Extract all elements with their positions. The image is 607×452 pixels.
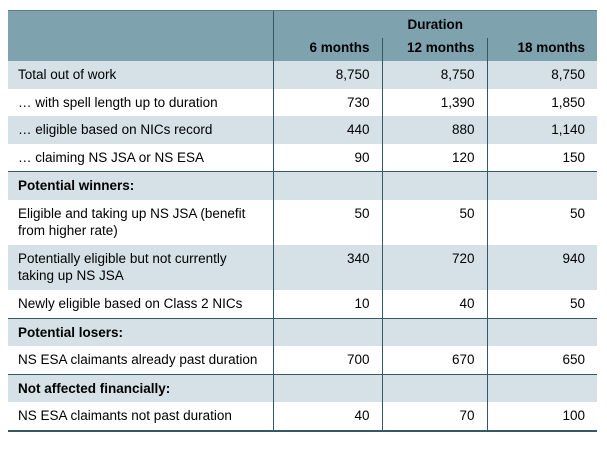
row-label: Not affected financially: [8,373,273,403]
cell-value: 8,750 [486,61,598,89]
cell-value: 720 [381,244,487,291]
section-row: Potential winners: [8,171,598,200]
row-label: Total out of work [8,61,273,89]
cell-value: 8,750 [272,61,382,89]
eligibility-table: Duration 6 months 12 months 18 months To… [8,9,598,432]
table-row: Total out of work 8,750 8,750 8,750 [8,61,598,89]
cell-value: 1,140 [486,116,598,144]
cell-value: 440 [272,116,382,144]
section-row: Potential losers: [8,317,598,347]
cell-value: 50 [272,199,382,245]
row-label: Potential winners: [8,171,273,200]
cell-value: 40 [272,402,382,431]
header-row-months: 6 months 12 months 18 months [8,37,598,62]
cell-value: 940 [486,244,598,291]
cell-value: 90 [272,143,382,172]
cell-value: 650 [486,346,598,375]
cell-value: 1,850 [486,88,598,117]
cell-value: 50 [486,199,598,245]
table-row: … claiming NS JSA or NS ESA 90 120 150 [8,143,598,172]
duration-header: Duration [272,9,598,38]
cell-value [381,317,487,347]
table-row: NS ESA claimants already past duration 70… [8,346,598,375]
cell-value: 50 [486,290,598,319]
cell-value: 880 [381,116,487,144]
row-label: … claiming NS JSA or NS ESA [18,149,205,165]
cell-value: 670 [381,346,487,375]
header-label-cell [8,37,273,62]
cell-value [486,171,598,200]
cell-value [272,171,382,200]
cell-value: 700 [272,346,382,375]
cell-value: 150 [486,143,598,172]
row-label: NS ESA claimants already past duration [18,352,258,368]
row-label: Potential losers: [8,317,273,347]
cell-value: 1,390 [381,88,487,117]
cell-value: 50 [381,199,487,245]
cell-value: 100 [486,402,598,431]
cell-value: 40 [381,290,487,319]
row-label: NS ESA claimants not past duration [18,408,232,424]
row-label: Eligible and taking up NS JSA (benefit f… [18,205,246,239]
header-corner-cell [8,9,273,38]
cell-value: 340 [272,244,382,291]
table-row: … eligible based on NICs record 440 880 1,1… [8,116,598,144]
cell-value: 730 [272,88,382,117]
table-row: … with spell length up to duration 730 1,3… [8,88,598,117]
cell-value: 8,750 [381,61,487,89]
cell-value [486,373,598,403]
cell-value [272,373,382,403]
column-header-18-months: 18 months [486,37,598,62]
table-body: Total out of work 8,750 8,750 8,750… with s… [8,61,598,431]
table-header: Duration 6 months 12 months 18 months [8,9,598,62]
row-label: Newly eligible based on Class 2 NICs [18,296,243,312]
row-label: … eligible based on NICs record [8,116,273,144]
column-header-12-months: 12 months [381,37,487,62]
table-row: NS ESA claimants not past duration 40 70 10… [8,402,598,431]
row-label: … with spell length up to duration [18,94,218,110]
cell-value: 10 [272,290,382,319]
cell-value [486,317,598,347]
table-row: Potentially eligible but not currently t… [8,244,598,291]
row-label: Potentially eligible but not currently t… [8,244,273,291]
section-row: Not affected financially: [8,373,598,403]
column-header-6-months: 6 months [272,37,382,62]
cell-value: 120 [381,143,487,172]
header-row-duration: Duration [8,9,598,38]
table-row: Eligible and taking up NS JSA (benefit f… [8,199,598,245]
cell-value [381,171,487,200]
cell-value [272,317,382,347]
cell-value: 70 [381,402,487,431]
cell-value [381,373,487,403]
table-row: Newly eligible based on Class 2 NICs 10 40… [8,290,598,319]
